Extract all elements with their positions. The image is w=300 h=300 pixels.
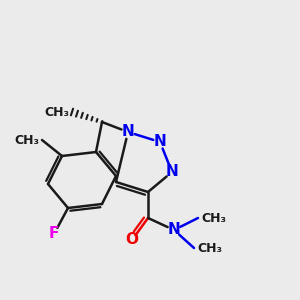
- Text: O: O: [125, 232, 139, 247]
- Text: CH₃: CH₃: [197, 242, 222, 254]
- Text: N: N: [154, 134, 166, 149]
- Text: CH₃: CH₃: [201, 212, 226, 224]
- Text: F: F: [49, 226, 59, 242]
- Text: CH₃: CH₃: [14, 134, 39, 146]
- Text: CH₃: CH₃: [44, 106, 69, 118]
- Text: N: N: [168, 223, 180, 238]
- Text: N: N: [166, 164, 178, 179]
- Text: N: N: [122, 124, 134, 140]
